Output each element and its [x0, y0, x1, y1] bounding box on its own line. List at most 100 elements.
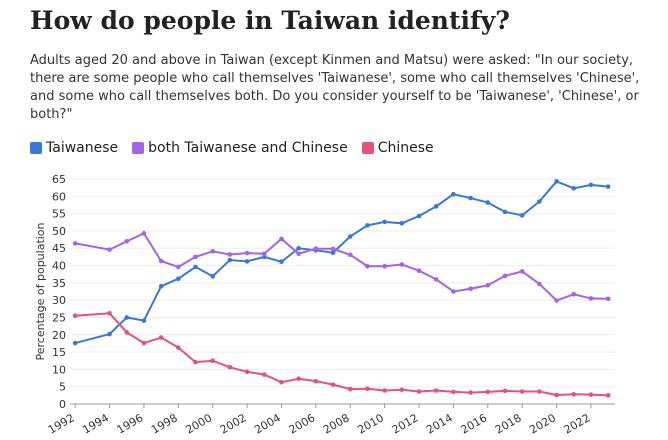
data-point [210, 249, 215, 254]
data-point [451, 191, 456, 197]
y-tick-label: 35 [52, 277, 66, 290]
data-point [296, 376, 301, 382]
data-point [605, 184, 611, 189]
data-point [519, 213, 525, 218]
legend-item[interactable]: Chinese [361, 140, 434, 156]
data-point [193, 359, 198, 365]
data-point [485, 200, 491, 205]
data-point [227, 365, 233, 370]
x-tick-label: 2002 [218, 411, 249, 436]
data-point [468, 286, 473, 292]
data-point [399, 262, 405, 267]
data-point [347, 234, 353, 239]
y-tick-label: 25 [52, 311, 66, 324]
data-point [433, 277, 439, 282]
data-point [554, 392, 559, 398]
data-point [244, 259, 250, 264]
chart: 0 5 10 15 20 25 30 35 40 45 50 55 60 65 1992 1994 1996 19… [34, 173, 615, 437]
data-point [433, 388, 439, 393]
x-tick-label: 1998 [149, 411, 180, 436]
data-point [158, 284, 164, 289]
legend-item[interactable]: both Taiwanese and Chinese [132, 140, 348, 156]
data-point [227, 257, 233, 263]
data-point [382, 263, 387, 269]
data-point [485, 282, 491, 288]
data-point [124, 239, 130, 244]
data-point [279, 236, 284, 242]
data-point [279, 379, 284, 385]
y-tick-label: 55 [52, 208, 66, 221]
data-point [141, 318, 147, 323]
data-point [571, 186, 577, 191]
data-point [330, 382, 336, 387]
data-point [571, 392, 577, 397]
data-point [519, 269, 525, 274]
legend-label: Chinese [377, 140, 434, 156]
data-point [382, 219, 387, 225]
data-point [451, 389, 456, 395]
data-point [502, 209, 508, 215]
x-tick-label: 2006 [287, 411, 318, 436]
data-point [502, 273, 508, 279]
data-point [107, 311, 112, 316]
data-point [571, 291, 577, 297]
x-tick-label: 2000 [183, 411, 214, 436]
data-point [347, 386, 353, 392]
x-tick-label: 2014 [424, 411, 455, 436]
data-point [313, 246, 319, 251]
data-point [124, 315, 130, 320]
data-point [244, 369, 250, 375]
data-point [313, 378, 319, 384]
x-tick-label: 1992 [46, 411, 77, 436]
data-point [210, 358, 215, 364]
data-point [588, 182, 594, 188]
data-point [227, 252, 233, 257]
data-point [416, 389, 422, 394]
y-tick-label: 45 [52, 242, 66, 255]
legend-item[interactable]: Taiwanese [30, 140, 118, 156]
data-point [176, 264, 181, 270]
legend-swatch [132, 142, 145, 154]
data-point [141, 231, 147, 236]
data-point [176, 276, 181, 281]
x-tick-label: 2012 [390, 411, 421, 436]
data-point [416, 213, 422, 219]
y-axis-label: Percentage of population [34, 222, 47, 360]
data-point [158, 335, 164, 340]
legend-label: Taiwanese [46, 140, 119, 156]
data-point [72, 241, 78, 246]
x-tick-label: 2010 [355, 411, 386, 436]
y-tick-label: 30 [52, 294, 66, 307]
data-point [261, 372, 267, 377]
data-point [588, 296, 594, 301]
data-point [605, 296, 611, 302]
x-tick-label: 2020 [527, 411, 558, 436]
y-tick-label: 60 [52, 190, 66, 203]
series-line [74, 180, 609, 345]
data-point [365, 386, 370, 392]
data-point [485, 389, 491, 395]
data-point [382, 388, 387, 393]
data-point [399, 221, 405, 226]
legend-label: both Taiwanese and Chinese [148, 140, 348, 156]
data-point [244, 250, 250, 256]
data-point [124, 330, 130, 335]
data-point [399, 387, 405, 393]
y-tick-label: 10 [52, 363, 66, 376]
legend: Taiwanese both Taiwanese and Chinese Chine… [30, 140, 434, 156]
series-line [75, 312, 609, 397]
data-point [296, 245, 301, 251]
data-point [519, 389, 525, 394]
data-point [416, 268, 422, 274]
data-point [176, 345, 181, 350]
y-tick-label: 15 [52, 346, 66, 359]
legend-swatch [361, 142, 374, 154]
data-point [261, 251, 267, 257]
data-point [279, 259, 284, 265]
data-point [330, 246, 336, 252]
data-point [554, 298, 559, 303]
legend-swatch [30, 142, 42, 154]
data-point [451, 289, 456, 294]
data-point [72, 340, 78, 346]
